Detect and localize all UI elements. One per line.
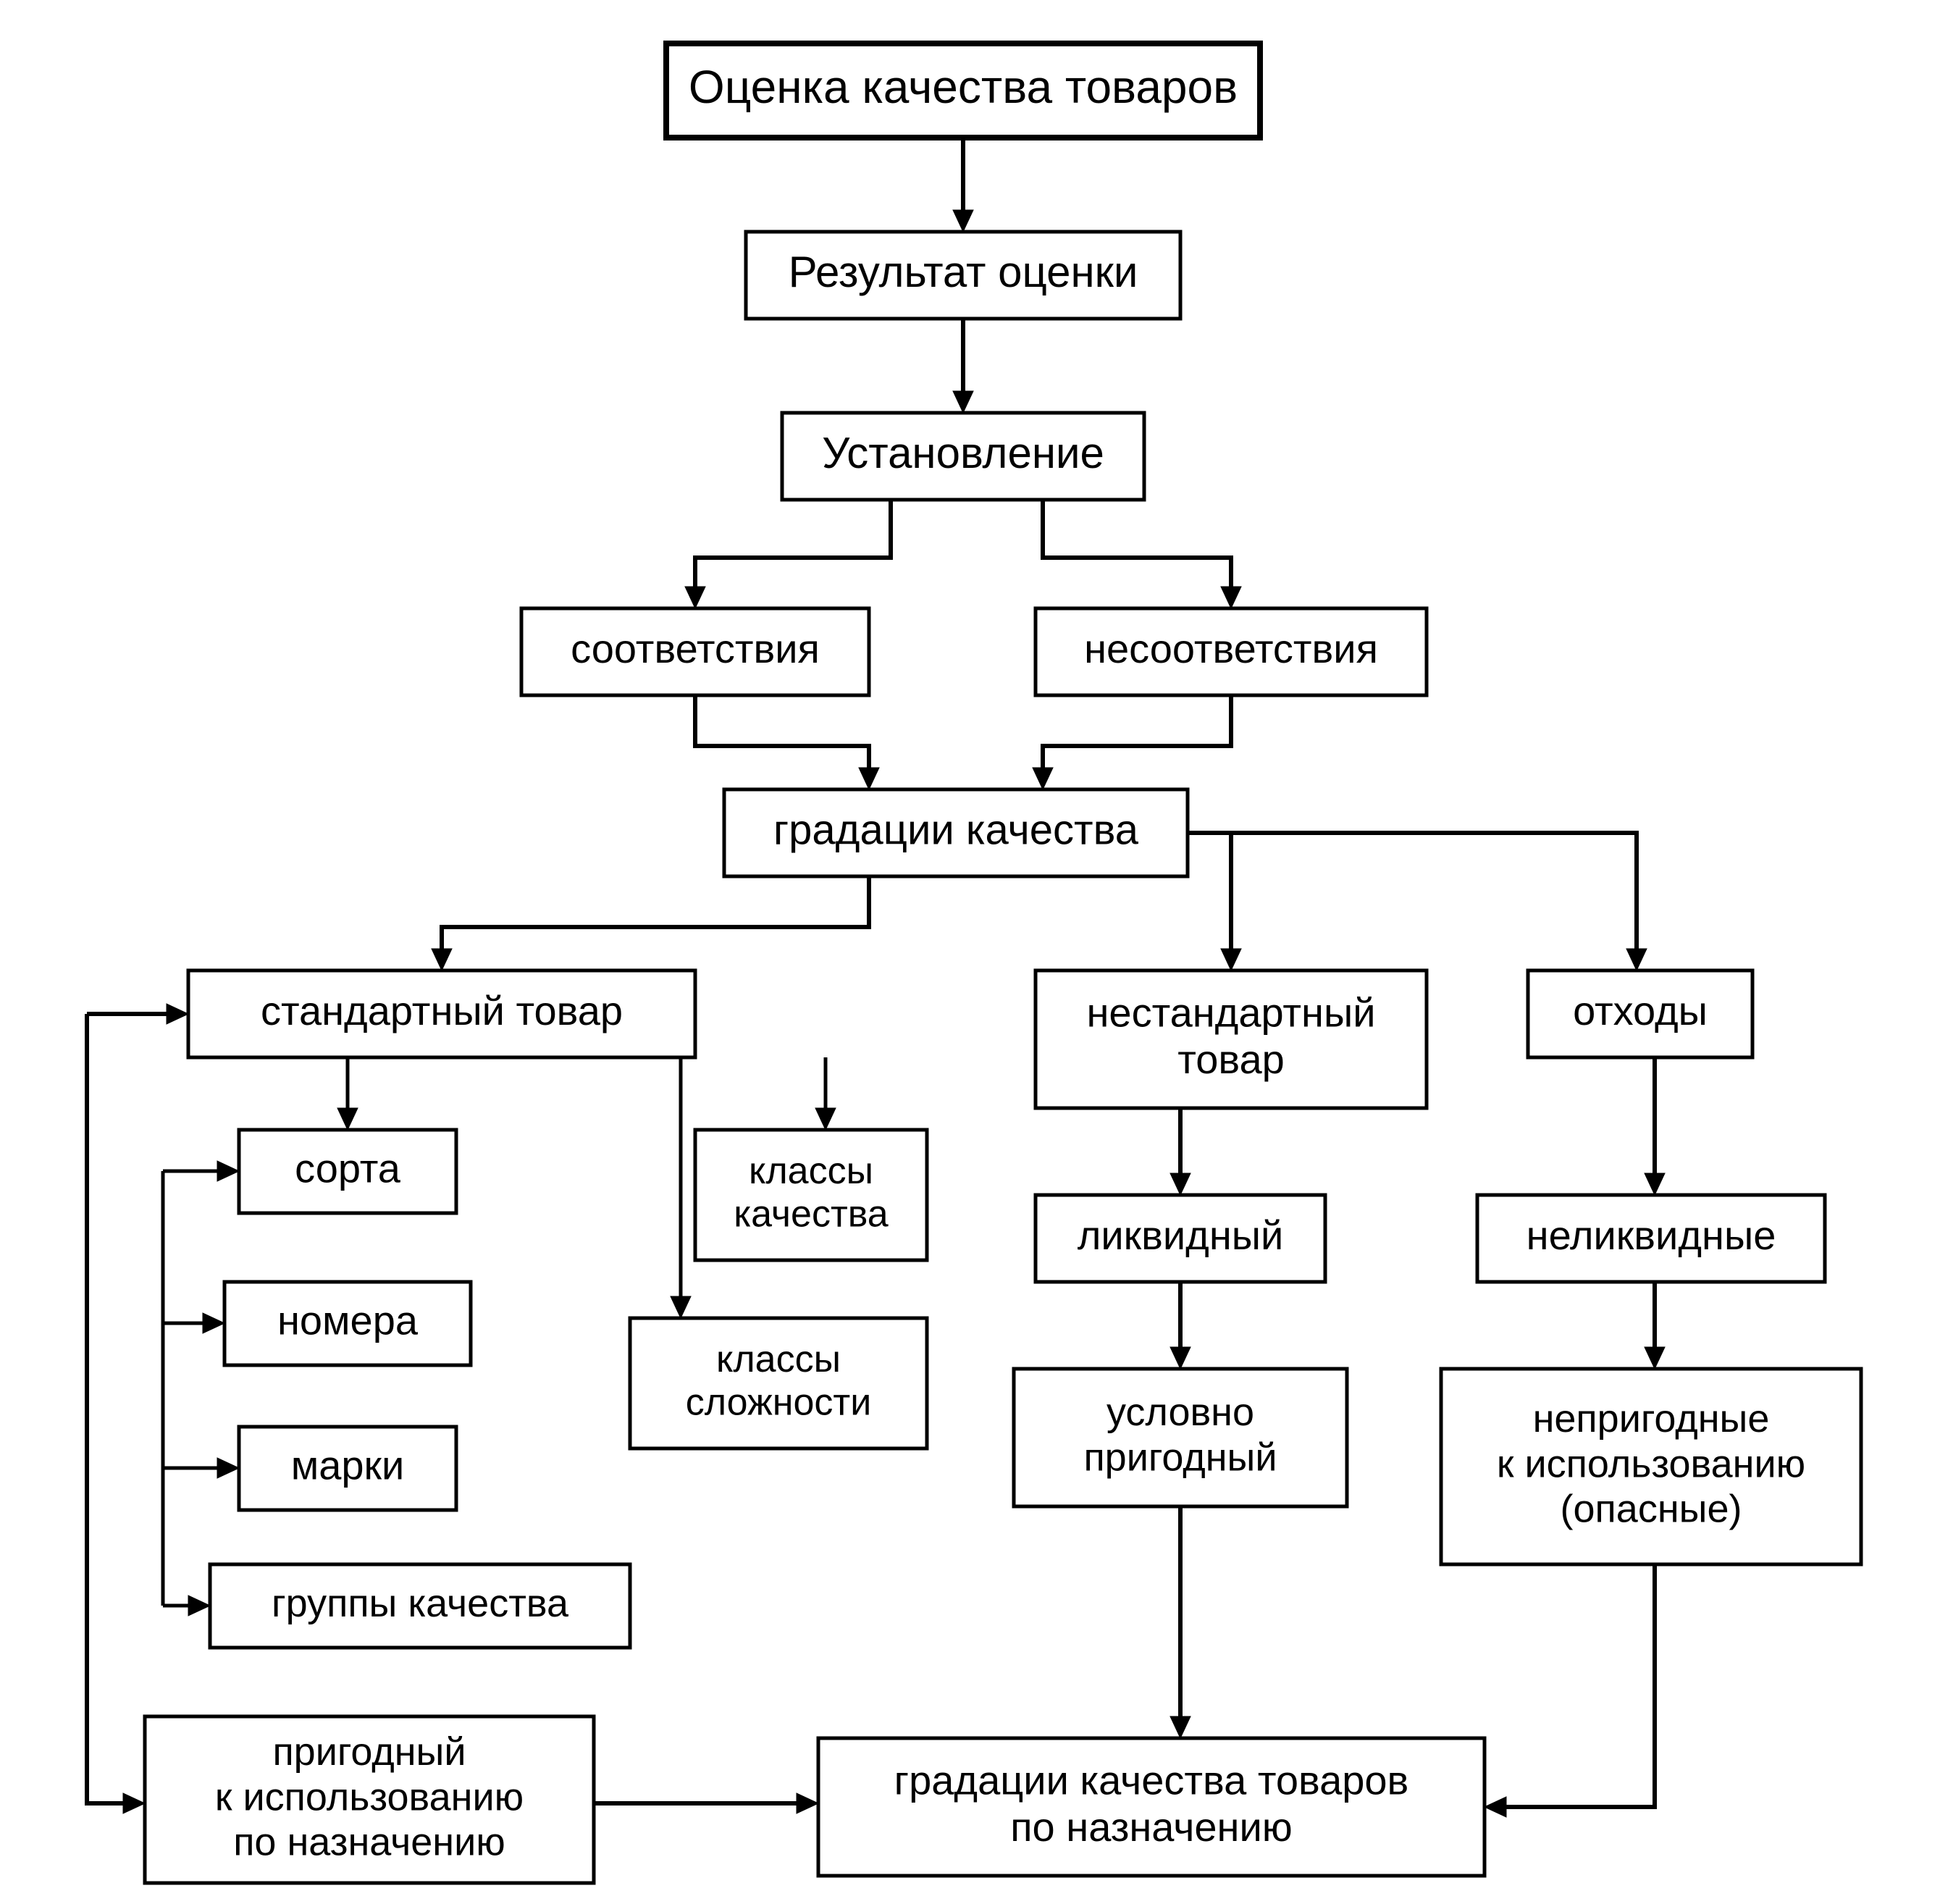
node-label: пригодный (1083, 1435, 1277, 1479)
node-n9: отходы (1528, 970, 1752, 1057)
node-label: к использованию (215, 1775, 524, 1819)
node-n19: непригодныек использованию(опасные) (1441, 1369, 1861, 1564)
node-n11: классыкачества (695, 1130, 927, 1260)
node-label: соответствия (571, 626, 820, 671)
node-label: группы качества (272, 1582, 569, 1625)
arrowhead (1033, 768, 1053, 789)
arrowhead (188, 1595, 210, 1616)
arrowhead (815, 1108, 836, 1130)
edge-n3-n4 (695, 500, 891, 590)
node-label: классы (749, 1150, 873, 1192)
edge-n6-n7 (442, 876, 869, 952)
edge-far_left_stub-n20 (87, 1014, 127, 1803)
arrowhead (1170, 1347, 1191, 1369)
arrowhead (953, 210, 973, 232)
arrowhead (337, 1108, 358, 1130)
arrowhead (1645, 1173, 1665, 1195)
node-n15: группы качества (210, 1564, 630, 1648)
arrowhead (1626, 949, 1647, 970)
node-label: Установление (822, 429, 1104, 477)
node-n1: Оценка качества товаров (666, 43, 1260, 138)
node-label: несоответствия (1084, 626, 1378, 671)
arrowhead (123, 1793, 145, 1813)
node-label: условно (1107, 1391, 1254, 1434)
node-label: ликвидный (1078, 1212, 1284, 1258)
node-n16: ликвидный (1036, 1195, 1325, 1282)
node-n5: несоответствия (1036, 608, 1427, 695)
node-label: классы (716, 1338, 841, 1380)
node-label: пригодный (272, 1730, 466, 1774)
node-label: по назначению (1010, 1804, 1293, 1850)
arrowhead (217, 1458, 239, 1478)
node-n18: условнопригодный (1014, 1369, 1347, 1506)
edge-n19-n21 (1503, 1564, 1655, 1807)
nodes-layer: Оценка качества товаров Результат оценки У… (145, 43, 1861, 1883)
edge-n3-n5 (1043, 500, 1231, 590)
edge-n5-n6 (1043, 695, 1231, 771)
edge-n4-n6 (695, 695, 869, 771)
arrowhead (671, 1296, 691, 1318)
arrowhead (1170, 1716, 1191, 1738)
arrowhead (797, 1793, 818, 1813)
node-label: товар (1177, 1036, 1285, 1082)
node-label: отходы (1573, 988, 1708, 1033)
node-label: градации качества товаров (894, 1758, 1409, 1803)
node-n3: Установление (782, 413, 1144, 500)
node-label: неликвидные (1527, 1212, 1776, 1258)
node-label: Результат оценки (789, 248, 1138, 296)
node-n6: градации качества (724, 789, 1188, 876)
arrowhead (1645, 1347, 1665, 1369)
node-n7: стандартный товар (188, 970, 695, 1057)
node-label: градации качества (773, 806, 1139, 853)
edge-n6-n9 (1188, 833, 1637, 952)
node-n4: соответствия (521, 608, 869, 695)
node-n14: марки (239, 1427, 456, 1510)
arrowhead (685, 587, 705, 608)
node-label: (опасные) (1561, 1487, 1742, 1530)
node-label: к использованию (1497, 1442, 1805, 1485)
edge-n6-n8 (1188, 833, 1231, 952)
arrowhead (432, 949, 452, 970)
flowchart-canvas: Оценка качества товаров Результат оценки У… (0, 0, 1940, 1904)
node-label: сложности (686, 1382, 872, 1424)
node-label: сорта (295, 1145, 401, 1191)
node-n21: градации качества товаровпо назначению (818, 1738, 1485, 1876)
node-n8: нестандартныйтовар (1036, 970, 1427, 1108)
node-n20: пригодныйк использованиюпо назначению (145, 1716, 594, 1883)
node-n17: неликвидные (1477, 1195, 1825, 1282)
node-label: непригодные (1533, 1397, 1770, 1440)
node-n12: номера (224, 1282, 471, 1365)
node-label: по назначению (233, 1820, 505, 1863)
node-label: качества (734, 1194, 889, 1236)
arrowhead (167, 1004, 188, 1024)
node-n13: классысложности (630, 1318, 927, 1448)
arrowhead (203, 1313, 224, 1333)
node-n10: сорта (239, 1130, 456, 1213)
arrowhead (1170, 1173, 1191, 1195)
node-n2: Результат оценки (746, 232, 1180, 319)
node-label: нестандартный (1087, 990, 1376, 1036)
node-label: номера (277, 1297, 419, 1343)
node-label: стандартный товар (261, 988, 623, 1033)
arrowhead (1485, 1797, 1506, 1817)
arrowhead (859, 768, 879, 789)
arrowhead (1221, 949, 1241, 970)
node-label: марки (291, 1442, 405, 1488)
arrowhead (217, 1161, 239, 1181)
arrowhead (1221, 587, 1241, 608)
node-label: Оценка качества товаров (689, 61, 1238, 113)
arrowhead (953, 391, 973, 413)
